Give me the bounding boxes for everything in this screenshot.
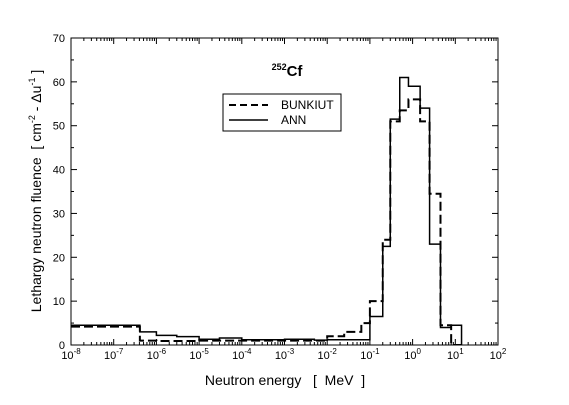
x-tick-label: 10-3 <box>275 347 295 362</box>
plot-area-frame <box>70 37 499 346</box>
y-axis-title: Lethargy neutron fluence [ cm-2 - Δu-1 ] <box>27 70 44 313</box>
x-tick-base: 10 <box>232 350 244 362</box>
x-tick-base: 10 <box>147 350 159 362</box>
x-tick-label: 10-8 <box>61 347 81 362</box>
legend-label-bunkiut: BUNKIUT <box>281 98 334 112</box>
x-tick-base: 10 <box>61 350 73 362</box>
x-tick-label: 10-2 <box>318 347 338 362</box>
x-tick-label: 102 <box>490 347 507 362</box>
y-tick-label: 40 <box>53 165 65 177</box>
legend-label-ann: ANN <box>281 113 306 127</box>
y-tick-label: 70 <box>53 33 65 45</box>
x-axis-title: Neutron energy [ MeV ] <box>205 372 365 388</box>
chart-title: 252Cf <box>272 62 304 80</box>
y-axis-title-mid: - Δu <box>28 86 44 116</box>
x-tick-label: 101 <box>447 347 464 362</box>
series-ann-step-line <box>71 76 463 345</box>
x-tick-base: 10 <box>189 350 201 362</box>
y-axis-title-exp2: -1 <box>27 78 37 86</box>
y-tick-label: 0 <box>59 340 65 352</box>
x-tick-label: 10-5 <box>189 347 209 362</box>
y-tick-label: 20 <box>53 252 65 264</box>
x-tick-exponent: -6 <box>159 347 167 356</box>
x-axis-ticks: 10-8 10-7 10-6 10-5 10-4 10-3 10-2 10-1 100 101 10… <box>61 38 507 362</box>
x-tick-base: 10 <box>104 350 116 362</box>
legend-box <box>222 93 342 132</box>
y-axis-ticks: 0 10 20 30 40 50 60 70 <box>53 33 498 352</box>
y-tick-label: 50 <box>53 121 65 133</box>
x-tick-label: 10-6 <box>147 347 167 362</box>
x-tick-label: 10-7 <box>104 347 124 362</box>
x-tick-label: 10-4 <box>232 347 252 362</box>
series-bunkiut-step-line <box>71 98 462 345</box>
x-tick-exponent: -1 <box>372 347 380 356</box>
series-layer <box>71 76 463 345</box>
x-tick-base: 10 <box>490 350 502 362</box>
x-tick-exponent: -7 <box>116 347 124 356</box>
x-tick-base: 10 <box>318 350 330 362</box>
x-tick-label: 10-1 <box>360 347 380 362</box>
x-tick-exponent: 2 <box>502 347 507 356</box>
x-tick-exponent: -3 <box>287 347 295 356</box>
x-tick-base: 10 <box>360 350 372 362</box>
y-tick-label: 60 <box>53 77 65 89</box>
chart-title-element: Cf <box>287 63 304 80</box>
y-axis-title-pre: Lethargy neutron fluence [ cm <box>28 123 44 312</box>
y-tick-label: 30 <box>53 208 65 220</box>
x-tick-exponent: -8 <box>74 347 82 356</box>
y-axis-title-exp1: -2 <box>27 115 37 123</box>
x-tick-exponent: -2 <box>330 347 338 356</box>
x-tick-base: 10 <box>275 350 287 362</box>
x-tick-exponent: -4 <box>244 347 252 356</box>
x-tick-base: 10 <box>447 350 459 362</box>
x-tick-exponent: -5 <box>202 347 210 356</box>
x-tick-exponent: 1 <box>459 347 464 356</box>
legend: BUNKIUT ANN <box>222 93 342 132</box>
x-tick-label: 100 <box>404 347 421 362</box>
y-tick-label: 10 <box>53 296 65 308</box>
y-axis-title-post: ] <box>28 70 44 78</box>
x-tick-exponent: 0 <box>416 347 421 356</box>
chart-title-mass-number: 252 <box>272 62 287 72</box>
x-tick-base: 10 <box>404 350 416 362</box>
